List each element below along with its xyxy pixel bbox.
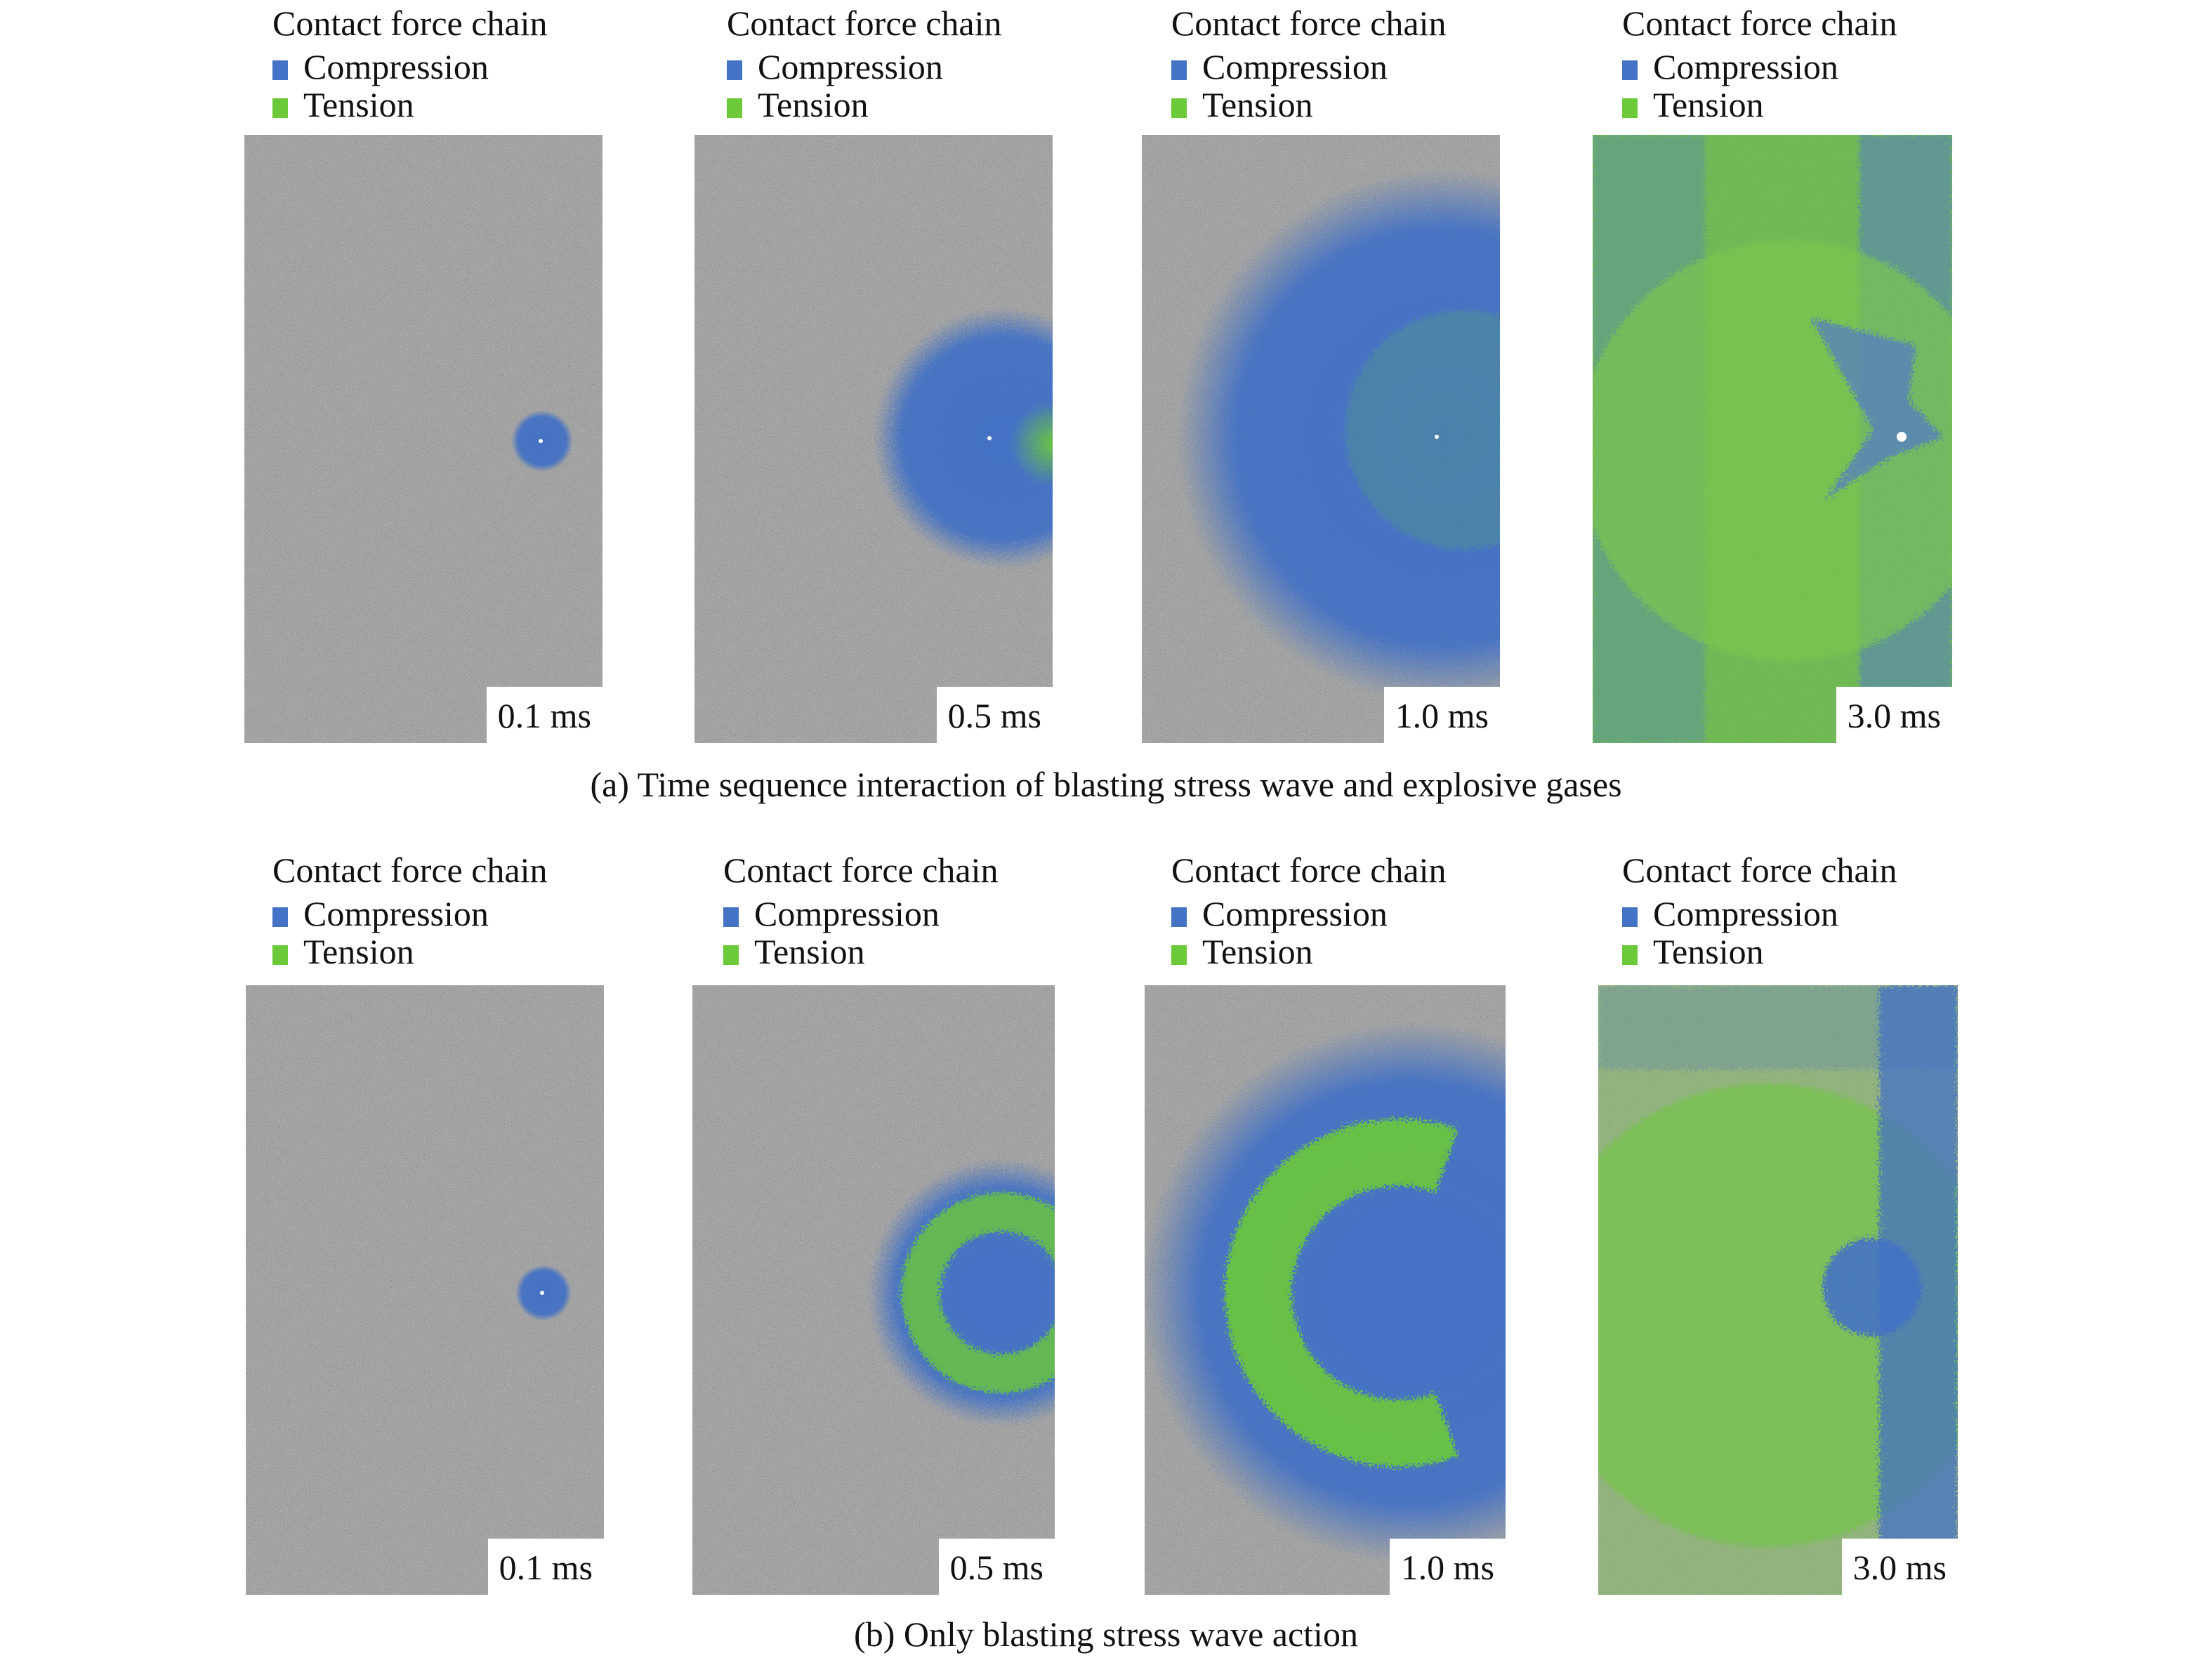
legend-item-compression: Compression bbox=[1171, 896, 1388, 931]
legend-item-tension: Tension bbox=[272, 87, 414, 122]
legend-item-tension: Tension bbox=[727, 87, 869, 122]
compression-swatch bbox=[1622, 60, 1638, 80]
simulation-image: 0.5 ms bbox=[694, 135, 1053, 743]
legend-item-tension: Tension bbox=[723, 934, 865, 969]
simulation-image: 0.5 ms bbox=[692, 985, 1055, 1595]
tension-swatch bbox=[1622, 98, 1638, 118]
legend-title: Contact force chain bbox=[1622, 4, 1897, 43]
legend-item-compression: Compression bbox=[272, 896, 489, 931]
time-label: 0.5 ms bbox=[938, 1539, 1055, 1595]
legend-title: Contact force chain bbox=[1171, 4, 1447, 43]
legend-item-tension: Tension bbox=[1622, 934, 1764, 969]
legend-title: Contact force chain bbox=[272, 4, 548, 43]
legend-item-tension: Tension bbox=[1171, 934, 1313, 969]
simulation-image: 3.0 ms bbox=[1593, 135, 1952, 743]
legend-item-compression: Compression bbox=[1622, 896, 1838, 931]
tension-swatch bbox=[727, 98, 742, 118]
simulation-image: 3.0 ms bbox=[1598, 985, 1958, 1595]
legend-item-compression: Compression bbox=[272, 49, 489, 84]
legend-item-tension: Tension bbox=[1622, 87, 1764, 122]
time-label: 1.0 ms bbox=[1389, 1539, 1506, 1595]
compression-swatch bbox=[1171, 60, 1187, 80]
legend-title: Contact force chain bbox=[1171, 850, 1447, 890]
simulation-image: 1.0 ms bbox=[1142, 135, 1500, 743]
time-label: 3.0 ms bbox=[1836, 687, 1952, 743]
tension-swatch bbox=[1622, 945, 1638, 965]
legend-item-compression: Compression bbox=[723, 896, 940, 931]
legend-title: Contact force chain bbox=[272, 850, 548, 890]
legend-item-compression: Compression bbox=[727, 49, 943, 84]
time-label: 0.5 ms bbox=[936, 687, 1053, 743]
compression-swatch bbox=[272, 907, 288, 927]
simulation-image: 1.0 ms bbox=[1145, 985, 1506, 1595]
compression-swatch bbox=[1622, 907, 1638, 927]
compression-swatch bbox=[1171, 907, 1187, 927]
caption-a: (a) Time sequence interaction of blastin… bbox=[590, 765, 1622, 804]
compression-swatch bbox=[727, 60, 742, 80]
legend-title: Contact force chain bbox=[727, 4, 1002, 43]
legend-item-tension: Tension bbox=[272, 934, 414, 969]
tension-swatch bbox=[723, 945, 739, 965]
legend-title: Contact force chain bbox=[1622, 850, 1897, 890]
tension-swatch bbox=[272, 945, 288, 965]
time-label: 3.0 ms bbox=[1841, 1539, 1958, 1595]
time-label: 0.1 ms bbox=[487, 1539, 604, 1595]
tension-swatch bbox=[1171, 945, 1187, 965]
simulation-image: 0.1 ms bbox=[244, 135, 603, 743]
time-label: 1.0 ms bbox=[1383, 687, 1500, 743]
legend-item-compression: Compression bbox=[1171, 49, 1388, 84]
legend-item-tension: Tension bbox=[1171, 87, 1313, 122]
tension-swatch bbox=[1171, 98, 1187, 118]
tension-swatch bbox=[272, 98, 288, 118]
compression-swatch bbox=[272, 60, 288, 80]
caption-b: (b) Only blasting stress wave action bbox=[854, 1614, 1358, 1654]
time-label: 0.1 ms bbox=[486, 687, 603, 743]
compression-swatch bbox=[723, 907, 739, 927]
legend-title: Contact force chain bbox=[723, 850, 999, 890]
simulation-image: 0.1 ms bbox=[246, 985, 604, 1595]
legend-item-compression: Compression bbox=[1622, 49, 1838, 84]
